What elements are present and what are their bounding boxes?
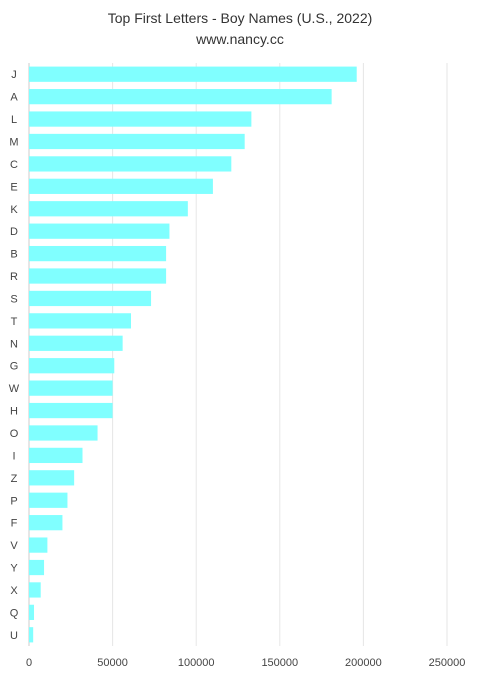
bar-j — [29, 66, 357, 82]
bar-y — [29, 559, 45, 576]
y-category-label: J — [11, 69, 17, 81]
bar-s — [29, 290, 152, 307]
y-category-label: D — [10, 226, 18, 238]
y-category-label: I — [12, 450, 15, 462]
y-category-label: U — [10, 630, 18, 642]
y-category-label: B — [10, 249, 17, 261]
bar-q — [29, 604, 35, 620]
y-category-label: C — [10, 159, 18, 171]
y-category-label: R — [10, 271, 18, 283]
chart-subtitle: www.nancy.cc — [196, 31, 284, 47]
y-category-label: A — [10, 92, 18, 104]
x-tick-label: 200000 — [345, 657, 382, 669]
bar-c — [29, 156, 232, 172]
bar-x — [29, 582, 41, 598]
y-category-label: E — [10, 181, 17, 193]
y-category-label: W — [9, 383, 20, 395]
y-category-label: X — [10, 585, 18, 597]
y-category-label: G — [10, 361, 19, 373]
bar-e — [29, 178, 213, 194]
y-category-label: P — [10, 495, 17, 507]
bar-m — [29, 133, 245, 150]
bar-o — [29, 425, 98, 441]
x-tick-label: 150000 — [261, 657, 298, 669]
bar-k — [29, 201, 188, 217]
x-tick-label: 50000 — [97, 657, 128, 669]
bar-v — [29, 537, 48, 553]
bar-p — [29, 492, 68, 508]
y-category-label: S — [10, 293, 17, 305]
y-category-label: O — [10, 428, 19, 440]
y-category-label: Y — [10, 563, 18, 575]
bar-w — [29, 380, 113, 396]
y-category-label: V — [10, 540, 18, 552]
y-category-label: N — [10, 338, 18, 350]
chart-title: Top First Letters - Boy Names (U.S., 202… — [107, 10, 373, 26]
x-tick-label: 250000 — [429, 657, 466, 669]
y-category-label: Q — [10, 607, 19, 619]
bar-u — [29, 627, 34, 643]
y-category-label: H — [10, 406, 18, 418]
bar-n — [29, 335, 123, 351]
y-category-label: L — [11, 114, 17, 126]
bar-f — [29, 515, 63, 531]
bar-g — [29, 358, 115, 374]
bar-h — [29, 402, 113, 419]
bar-r — [29, 268, 167, 284]
bar-t — [29, 313, 131, 329]
y-category-label: T — [11, 316, 18, 328]
x-tick-label: 0 — [26, 657, 32, 669]
x-tick-label: 100000 — [178, 657, 215, 669]
y-category-label: M — [9, 136, 18, 148]
bar-d — [29, 223, 170, 239]
bar-z — [29, 470, 75, 486]
bar-a — [29, 89, 332, 105]
bar-i — [29, 447, 83, 464]
bar-l — [29, 111, 252, 127]
y-category-label: Z — [11, 473, 18, 485]
y-category-label: K — [10, 204, 18, 216]
bar-b — [29, 245, 167, 262]
y-category-label: F — [11, 518, 18, 530]
